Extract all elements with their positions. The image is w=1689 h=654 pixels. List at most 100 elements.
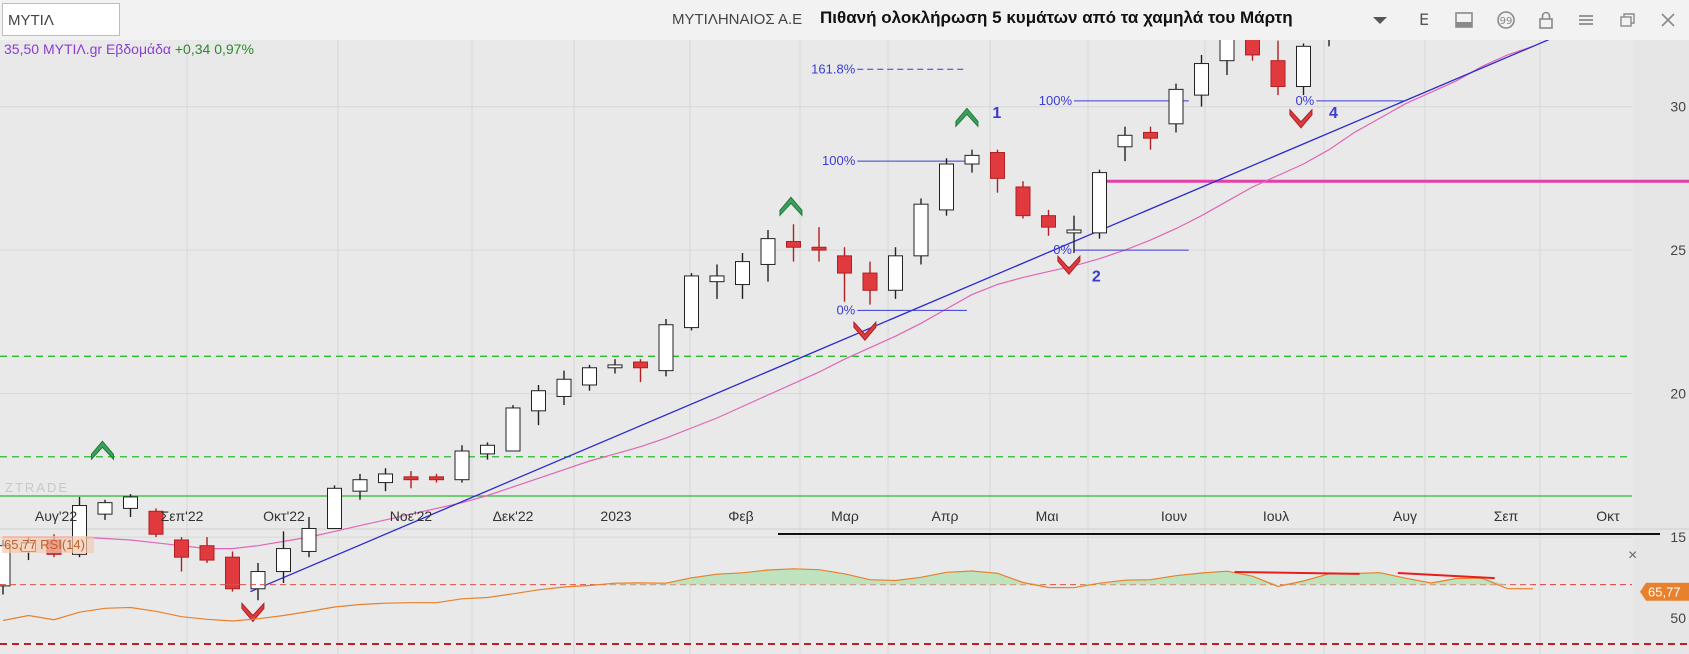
candle-body xyxy=(148,510,164,535)
candle xyxy=(1245,40,1260,61)
close-icon[interactable] xyxy=(1656,9,1680,31)
svg-text:99: 99 xyxy=(1500,16,1513,27)
candle-body xyxy=(760,238,776,265)
candle xyxy=(148,508,164,538)
candle xyxy=(1219,40,1235,76)
candle-body xyxy=(862,272,878,291)
candle xyxy=(811,227,827,262)
price-chart[interactable]: ZTRADE0%100%161.8%200%0%100%161.8%200%0%… xyxy=(0,40,1689,654)
candle-body xyxy=(301,527,317,552)
x-axis-label: Νοε'22 xyxy=(390,508,433,524)
wave-label: 2 xyxy=(1092,269,1101,286)
candle xyxy=(531,384,546,426)
candle xyxy=(97,499,113,520)
chevron-down-icon xyxy=(1289,108,1313,129)
x-axis-label: Σεπ'22 xyxy=(161,508,204,524)
x-axis-label: Μαρ xyxy=(831,508,859,524)
buy-signal-icon xyxy=(90,440,114,461)
chevron-down-icon xyxy=(1057,254,1081,275)
candle-body xyxy=(582,367,597,386)
chevron-up-icon xyxy=(779,196,803,217)
chevron-up-icon xyxy=(90,440,114,461)
comment-icon[interactable]: 99 xyxy=(1494,9,1518,31)
x-axis-label: Ιουλ xyxy=(1263,508,1289,524)
candle-body xyxy=(174,539,189,558)
x-axis-label: Απρ xyxy=(932,508,959,524)
candle xyxy=(786,224,801,262)
candle-body xyxy=(531,390,546,412)
candle xyxy=(1066,215,1082,253)
candle-body xyxy=(837,255,852,274)
candle-body xyxy=(786,240,801,248)
candle xyxy=(225,551,240,592)
candle-body xyxy=(939,163,954,211)
candle-body xyxy=(1219,40,1235,62)
restore-icon[interactable] xyxy=(1616,9,1640,31)
candle-body xyxy=(1092,172,1107,234)
candle-body xyxy=(1143,131,1158,139)
sell-signal-icon xyxy=(1057,254,1081,275)
candle xyxy=(276,531,291,584)
candle-body xyxy=(1117,134,1133,148)
symbol-input[interactable]: ΜΥΤΙΛ xyxy=(2,3,120,36)
candle xyxy=(837,247,852,302)
candle xyxy=(684,273,699,331)
candle xyxy=(939,158,954,216)
candle-body xyxy=(990,152,1005,179)
candle xyxy=(888,247,903,299)
candle-body xyxy=(1168,88,1184,125)
x-axis-label: Αυγ'22 xyxy=(35,508,77,524)
candle-body xyxy=(735,261,750,286)
rsi-overbought-fill xyxy=(3,568,1533,585)
candle xyxy=(1168,83,1184,133)
candle xyxy=(174,537,189,572)
x-axis-label: Αυγ xyxy=(1393,508,1417,524)
x-axis-label: 2023 xyxy=(600,508,631,524)
candle-body xyxy=(327,487,342,529)
candle xyxy=(633,359,648,383)
candle xyxy=(607,359,623,374)
candle-body xyxy=(684,275,699,329)
candle-body xyxy=(352,479,368,492)
candle xyxy=(454,445,470,483)
candle xyxy=(480,442,495,460)
watermark: ZTRADE xyxy=(5,480,69,495)
moving-average-line xyxy=(3,45,1534,550)
x-axis-label: Οκτ'22 xyxy=(263,508,305,524)
candle xyxy=(505,405,521,452)
legend-part: +0,34 xyxy=(175,41,214,57)
candle xyxy=(378,468,393,492)
fib-level-label: 100% xyxy=(822,153,856,168)
candle xyxy=(1296,43,1311,96)
rsi-line xyxy=(2,568,1534,622)
candle xyxy=(990,149,1005,193)
chevron-down-icon xyxy=(241,602,265,623)
legend-part: Εβδομάδα xyxy=(106,41,175,57)
menu-icon[interactable] xyxy=(1574,9,1598,31)
wave-label: 1 xyxy=(992,105,1001,122)
candle-body xyxy=(250,571,266,590)
candle xyxy=(760,230,776,282)
e-icon[interactable]: E xyxy=(1418,10,1430,29)
chevron-down-icon[interactable] xyxy=(1368,9,1392,31)
candle-body xyxy=(276,548,291,573)
sell-signal-icon xyxy=(1289,108,1313,129)
lock-icon[interactable] xyxy=(1534,9,1558,31)
candle xyxy=(250,562,266,601)
candle-body xyxy=(811,246,827,251)
candle xyxy=(862,261,878,305)
uptrend-line xyxy=(250,40,1550,593)
rsi-tick-label: 50 xyxy=(1670,610,1686,626)
candle-body xyxy=(633,361,648,369)
chart-toolbar: ΜΥΤΙΛ ΜΥΤΙΛΗΝΑΙΟΣ Α.Ε Πιθανή ολοκλήρωση … xyxy=(0,0,1689,41)
wave-label: 4 xyxy=(1329,105,1338,122)
candle-body xyxy=(556,378,572,397)
candle-body xyxy=(480,444,495,455)
buy-signal-icon xyxy=(955,107,979,128)
sell-signal-icon xyxy=(241,602,265,623)
rsi-divergence-line xyxy=(1234,570,1360,575)
x-axis-label: Ιουν xyxy=(1161,508,1187,524)
rsi-close-icon: × xyxy=(1628,547,1637,564)
candle xyxy=(1092,169,1107,239)
panel-icon[interactable] xyxy=(1452,9,1476,31)
